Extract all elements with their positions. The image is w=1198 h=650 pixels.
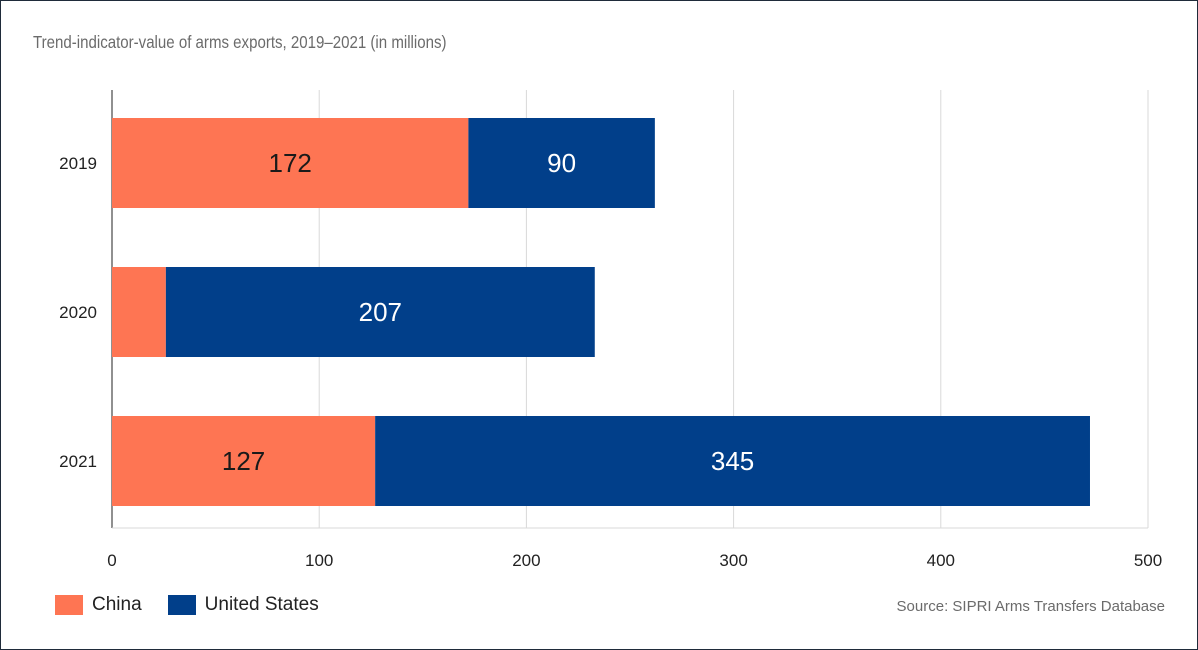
data-label: 345 (711, 446, 754, 476)
legend-item-china: China (55, 594, 142, 616)
y-tick-label: 2019 (59, 154, 97, 173)
data-label: 207 (359, 297, 402, 327)
x-tick-label: 100 (305, 551, 333, 570)
bar-segment-united-states (165, 267, 595, 357)
x-tick-label: 200 (512, 551, 540, 570)
x-tick-label: 500 (1134, 551, 1162, 570)
legend-item-united-states: United States (167, 594, 319, 616)
bar-segment-china (112, 416, 376, 506)
legend-swatch-china (55, 595, 83, 615)
bars: 172 90 207 127 345 (112, 118, 1090, 506)
source-note: Source: SIPRI Arms Transfers Database (896, 598, 1165, 615)
data-label: 172 (268, 148, 311, 178)
legend: China United States (55, 594, 345, 616)
bar-segment-united-states (468, 118, 655, 208)
x-tick-label: 300 (719, 551, 747, 570)
tick-labels: 0 100 200 300 400 500 2019 2020 2021 (59, 154, 1162, 570)
legend-label-united-states: United States (204, 594, 319, 615)
x-tick-label: 400 (927, 551, 955, 570)
legend-label-china: China (92, 594, 142, 615)
legend-swatch-united-states (167, 595, 196, 615)
y-tick-label: 2020 (59, 303, 97, 322)
bar-segment-united-states (375, 416, 1090, 506)
bar-segment-china (112, 267, 166, 357)
y-tick-label: 2021 (59, 452, 97, 471)
bar-segment-china (112, 118, 469, 208)
x-tick-label: 0 (107, 551, 116, 570)
data-label: 127 (222, 446, 265, 476)
data-label: 90 (547, 148, 576, 178)
chart-title: Trend-indicator-value of arms exports, 2… (33, 32, 447, 52)
